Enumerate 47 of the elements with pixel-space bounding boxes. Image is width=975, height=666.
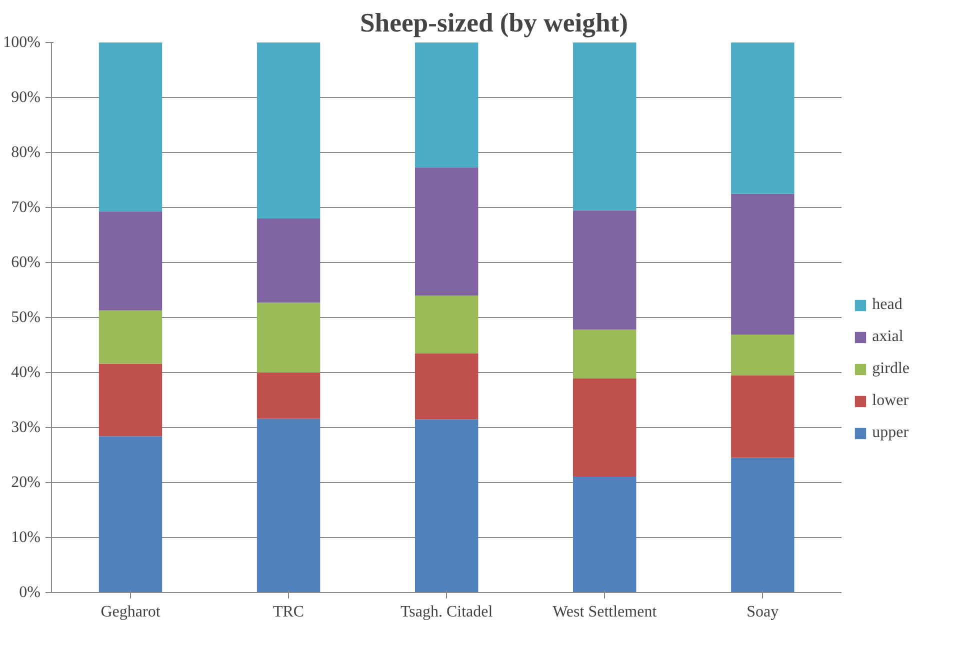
bar	[573, 378, 636, 476]
bar	[98, 364, 162, 436]
x-tick-label: Tsagh. Citadel	[400, 604, 494, 620]
y-tick-label: 40%	[11, 364, 40, 381]
bar	[731, 334, 794, 376]
bar	[256, 302, 320, 372]
bar	[731, 375, 794, 458]
chart-title: Sheep-sized (by weight)	[360, 8, 628, 38]
bar	[573, 210, 636, 330]
bar	[731, 458, 794, 592]
bar	[731, 42, 794, 194]
bar	[414, 167, 478, 296]
y-tick-label: 90%	[11, 89, 40, 106]
bar	[98, 310, 162, 364]
bar	[573, 476, 636, 592]
bar	[98, 436, 162, 592]
y-tick-label: 50%	[11, 309, 40, 326]
legend-label: head	[872, 296, 902, 314]
y-tick-label: 20%	[11, 474, 40, 491]
bar	[414, 353, 478, 420]
y-tick-label: 100%	[3, 34, 40, 51]
y-tick-label: 30%	[11, 419, 40, 436]
legend-label: axial	[872, 328, 904, 346]
legend-label: girdle	[872, 360, 910, 378]
x-tick-label: Soay	[746, 604, 779, 620]
y-tick-label: 60%	[11, 254, 40, 271]
bar	[98, 211, 162, 310]
bar	[414, 419, 478, 592]
legend-label: upper	[872, 424, 909, 442]
bar	[414, 296, 478, 354]
y-tick-label: 80%	[11, 144, 40, 161]
legend-label: lower	[872, 392, 909, 410]
y-tick-label: 0%	[19, 584, 40, 601]
bar	[256, 418, 320, 592]
x-tick-label: West Settlement	[552, 604, 658, 620]
x-tick-label: Gegharot	[100, 604, 161, 620]
bar	[414, 42, 478, 168]
bar	[731, 194, 794, 335]
x-tick-label: TRC	[272, 604, 304, 620]
bar	[573, 42, 636, 210]
y-tick-label: 10%	[11, 529, 40, 546]
bar	[256, 218, 320, 303]
bar	[256, 42, 320, 218]
bar	[98, 42, 162, 212]
y-tick-label: 70%	[11, 199, 40, 216]
bar	[573, 330, 636, 379]
bar	[256, 372, 320, 419]
